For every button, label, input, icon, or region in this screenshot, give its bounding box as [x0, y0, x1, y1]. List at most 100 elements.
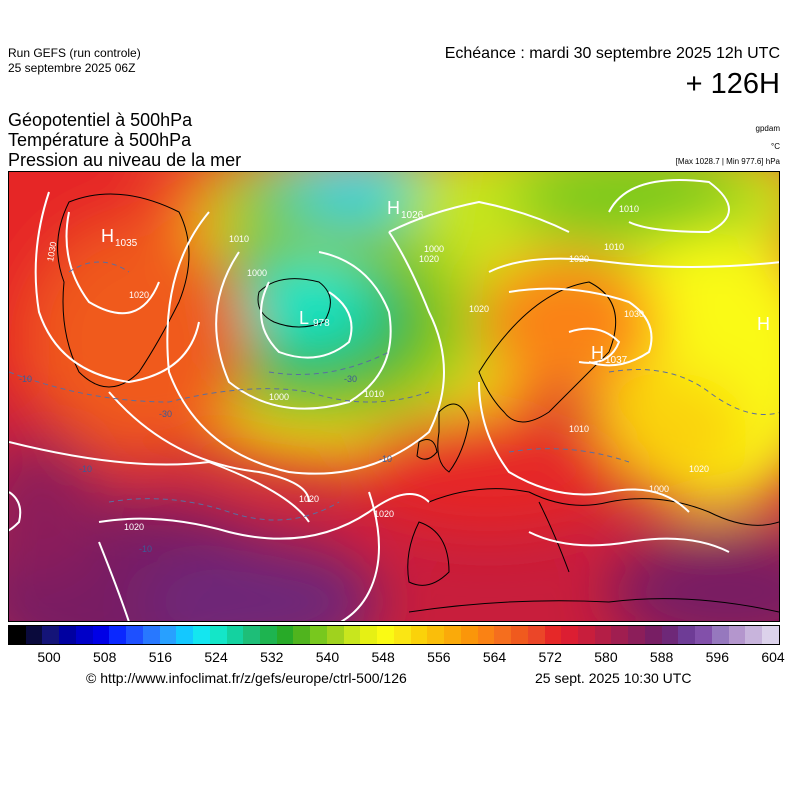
- isobar-label: 1010: [569, 424, 589, 434]
- low-letter: L: [299, 308, 309, 328]
- temp-label: -10: [379, 454, 392, 464]
- high-letter: H: [757, 314, 770, 334]
- colorbar-swatch: [711, 626, 729, 644]
- colorbar-label: 540: [315, 649, 340, 665]
- colorbar-swatch: [326, 626, 344, 644]
- isobar: [9, 441, 310, 523]
- italy-coast: [538, 501, 570, 573]
- colorbar-swatch: [209, 626, 227, 644]
- isobar-label: 1020: [469, 304, 489, 314]
- temp-label: -10: [19, 374, 32, 384]
- colorbar-labels: 500 508 516 524 532 540 548 556 564 572 580 588 596 6…: [8, 649, 784, 667]
- run-date: 25 septembre 2025 06Z: [8, 61, 136, 75]
- colorbar-swatch: [109, 626, 127, 644]
- isobar-label: 1010: [604, 242, 624, 252]
- isobar: [108, 391, 310, 503]
- lead-time: + 126H: [685, 68, 780, 100]
- iberia-coast: [407, 521, 450, 586]
- temp-line: [268, 351, 390, 375]
- isobar-label: 1010: [619, 204, 639, 214]
- colorbar-swatch: [745, 626, 763, 644]
- forecast-valid-time: Echéance : mardi 30 septembre 2025 12h U…: [444, 45, 780, 62]
- colorbar-label: 548: [371, 649, 395, 665]
- isobar-label: 1000: [424, 244, 444, 254]
- colorbar-swatch: [410, 626, 428, 644]
- colorbar-swatch: [544, 626, 562, 644]
- geopotential-field: [9, 172, 779, 621]
- isobar-labels: 1030 1020 1010 1000 1000 1010 1020 1030 …: [45, 204, 709, 532]
- isobar: [34, 191, 200, 384]
- colorbar-swatch: [695, 626, 712, 644]
- colorbar-swatch: [260, 626, 277, 644]
- isobar: [478, 381, 690, 513]
- unit-temperature: °C: [771, 142, 780, 151]
- colorbar-label: 532: [260, 649, 284, 665]
- pressure-centres: H 1035 H 1026 H 1037 H L 978: [101, 198, 770, 366]
- weather-map-svg: H 1035 H 1026 H 1037 H L 978 1030 1020 1…: [9, 172, 779, 621]
- colorbar-label: 524: [204, 649, 228, 665]
- colorbar-swatch: [611, 626, 629, 644]
- credit-url: © http://www.infoclimat.fr/z/gefs/europe…: [86, 670, 407, 686]
- colorbar-swatch: [377, 626, 394, 644]
- isobar: [388, 200, 570, 233]
- colorbar-swatch: [59, 626, 76, 644]
- colorbar-swatch: [393, 626, 411, 644]
- colorbar-swatch: [527, 626, 545, 644]
- colorbar-label: 516: [148, 649, 173, 665]
- isobar: [488, 257, 779, 273]
- isobar-label: 1000: [269, 392, 289, 402]
- colorbar-swatch: [477, 626, 495, 644]
- colorbar-label: 604: [761, 649, 785, 665]
- isobar: [608, 179, 730, 234]
- temperature-contours: [9, 261, 779, 521]
- colorbar-label: 588: [649, 649, 674, 665]
- run-title: Run GEFS (run controle): [8, 46, 141, 60]
- temp-label: -10: [79, 464, 92, 474]
- param-pressure: Pression au niveau de la mer: [8, 150, 242, 170]
- colorbar-swatch: [594, 626, 612, 644]
- isobar: [215, 251, 392, 410]
- isobar-label: 1000: [247, 268, 267, 278]
- temp-line: [68, 261, 130, 273]
- isobar: [9, 491, 22, 532]
- high-letter: H: [591, 343, 604, 363]
- isobar-label: 1020: [419, 254, 439, 264]
- isobar: [98, 493, 430, 540]
- colorbar-swatch: [762, 626, 779, 644]
- colorbar-swatch: [661, 626, 679, 644]
- temperature-labels: -10 -10 -10 -10 -30 -30: [19, 374, 392, 554]
- isobar-label: 1030: [45, 241, 58, 262]
- unit-pressure-range: [Max 1028.7 | Min 977.6] hPa: [675, 157, 780, 166]
- colorbar-swatch: [644, 626, 662, 644]
- africa-coast: [408, 598, 779, 613]
- colorbar-label: 572: [538, 649, 562, 665]
- coastlines: [57, 193, 779, 613]
- isobar: [340, 491, 380, 621]
- colorbar-swatch: [42, 626, 60, 644]
- colorbar-swatch: [427, 626, 445, 644]
- isobar: [568, 327, 621, 364]
- isobar: [98, 541, 130, 621]
- isobar-label: 1020: [129, 290, 149, 300]
- temp-line: [608, 369, 779, 415]
- unit-geopotential: gpdam: [755, 124, 780, 133]
- colorbar-swatch: [243, 626, 261, 644]
- iceland-coast: [257, 278, 331, 328]
- colorbar-swatch: [9, 626, 26, 644]
- colorbar-swatch: [728, 626, 746, 644]
- colorbar-swatch: [126, 626, 143, 644]
- colorbar-label: 556: [427, 649, 451, 665]
- isobar-label: 1020: [124, 522, 144, 532]
- isobar-label: 1020: [299, 494, 319, 504]
- colorbar-label: 564: [482, 649, 507, 665]
- colorbar-swatch: [25, 626, 43, 644]
- colorbar-swatch: [176, 626, 194, 644]
- colorbar-swatch: [561, 626, 578, 644]
- high-value: 1037: [605, 355, 628, 366]
- isobar: [65, 211, 160, 315]
- isobar-label: 1000: [649, 484, 669, 494]
- isobar-label: 1030: [624, 309, 644, 319]
- ireland-coast: [416, 439, 438, 460]
- param-temperature: Température à 500hPa: [8, 130, 192, 150]
- colorbar: [8, 625, 780, 645]
